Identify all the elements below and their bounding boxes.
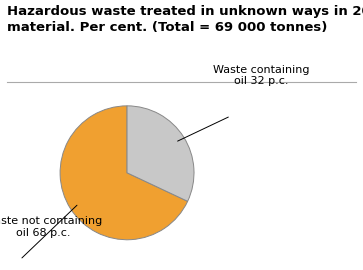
Wedge shape <box>60 106 188 240</box>
Wedge shape <box>127 106 194 201</box>
Text: Hazardous waste treated in unknown ways in 2007, by
material. Per cent. (Total =: Hazardous waste treated in unknown ways … <box>7 5 363 34</box>
Text: Waste containing
oil 32 p.c.: Waste containing oil 32 p.c. <box>213 65 310 86</box>
Text: Waste not containing
oil 68 p.c.: Waste not containing oil 68 p.c. <box>0 216 103 238</box>
